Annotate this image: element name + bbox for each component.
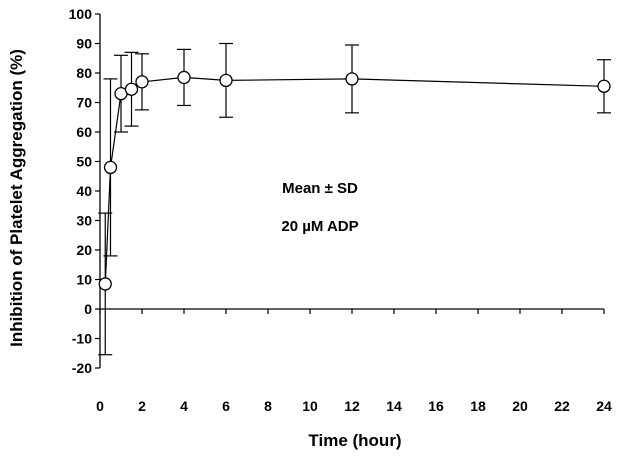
x-tick-label: 2 (138, 398, 146, 414)
data-point (345, 72, 359, 86)
annotation-adp: 20 µM ADP (281, 218, 358, 235)
x-tick-label: 22 (554, 398, 570, 414)
y-tick-label: 30 (76, 213, 92, 229)
data-point (124, 82, 139, 96)
y-tick-label: 0 (84, 301, 92, 317)
y-axis-title: Inhibition of Platelet Aggregation (%) (7, 49, 26, 347)
y-tick-label: 10 (76, 272, 92, 288)
data-point (219, 73, 233, 88)
x-tick-label: 20 (512, 398, 528, 414)
x-tick-label: 4 (180, 398, 188, 414)
data-point (103, 160, 118, 175)
x-tick-label: 16 (428, 398, 444, 414)
y-tick-label: 100 (69, 6, 93, 22)
x-axis-title: Time (hour) (308, 431, 401, 450)
data-point (135, 75, 149, 89)
data-point (597, 79, 611, 93)
x-tick-label: 18 (470, 398, 486, 414)
axes (99, 14, 604, 368)
y-axis-ticks: -20 -10 0 10 20 30 40 50 60 70 80 90 100 (69, 6, 100, 376)
x-tick-label: 6 (222, 398, 230, 414)
y-tick-label: 20 (76, 242, 92, 258)
x-tick-label: 0 (96, 398, 104, 414)
y-tick-label: 80 (76, 65, 92, 81)
y-tick-label: 60 (76, 124, 92, 140)
data-point (98, 277, 112, 291)
annotation-mean-sd: Mean ± SD (282, 180, 358, 197)
x-tick-label: 8 (264, 398, 272, 414)
x-tick-label: 14 (386, 398, 402, 414)
x-tick-label: 24 (596, 398, 612, 414)
y-tick-label: 50 (76, 154, 92, 170)
y-tick-label: -20 (72, 360, 92, 376)
y-tick-label: -10 (72, 331, 92, 347)
y-tick-label: 90 (76, 36, 92, 52)
data-point (177, 70, 191, 85)
error-bars (98, 42, 611, 356)
data-points (98, 70, 611, 291)
y-tick-label: 40 (76, 183, 92, 199)
x-axis-ticks: 0 2 4 6 8 10 12 14 16 18 20 22 24 (96, 309, 612, 414)
y-tick-label: 70 (76, 95, 92, 111)
x-tick-label: 12 (344, 398, 360, 414)
x-tick-label: 10 (302, 398, 318, 414)
